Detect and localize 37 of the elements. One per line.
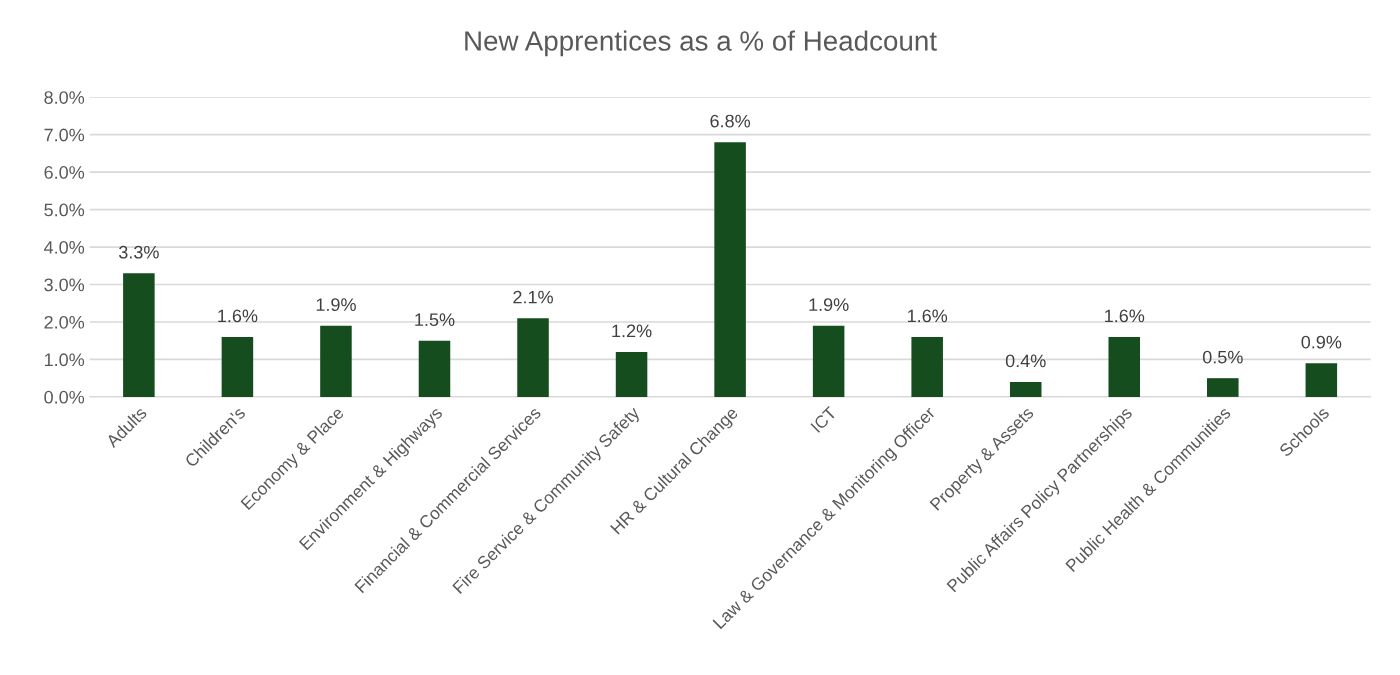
y-tick-label: 2.0% xyxy=(44,315,85,329)
y-tick-label: 5.0% xyxy=(44,203,85,217)
data-label: 1.9% xyxy=(316,298,356,312)
y-tick-label: 3.0% xyxy=(44,278,85,292)
data-label: 1.2% xyxy=(612,324,652,338)
bar xyxy=(714,142,746,397)
bar xyxy=(418,340,451,397)
data-label: 0.9% xyxy=(1301,335,1342,349)
bar xyxy=(221,336,254,397)
bar xyxy=(123,273,155,397)
data-label: 1.6% xyxy=(907,309,948,323)
y-tick-label: 8.0% xyxy=(44,91,85,104)
bar xyxy=(1009,381,1042,397)
y-tick-label: 0.0% xyxy=(44,390,85,404)
data-label: 2.1% xyxy=(513,290,553,304)
data-label: 6.8% xyxy=(710,114,751,128)
bar xyxy=(1207,378,1239,397)
bar xyxy=(615,351,648,397)
bar xyxy=(812,325,845,397)
bar xyxy=(1305,363,1338,397)
bar xyxy=(1108,336,1141,397)
data-label: 1.6% xyxy=(218,309,258,323)
data-label: 3.3% xyxy=(118,245,159,259)
x-tick-label: ICT xyxy=(810,405,838,433)
y-tick-label: 6.0% xyxy=(44,166,85,179)
chart-title: New Apprentices as a % of Headcount xyxy=(465,30,937,57)
data-label: 1.6% xyxy=(1105,309,1145,323)
data-label: 1.5% xyxy=(415,313,455,327)
y-tick-label: 1.0% xyxy=(44,353,85,367)
bar xyxy=(517,318,549,397)
bar xyxy=(911,336,943,397)
y-tick-label: 7.0% xyxy=(44,128,85,142)
data-label: 1.9% xyxy=(809,298,849,312)
data-label: 0.4% xyxy=(1005,354,1046,368)
y-tick-label: 4.0% xyxy=(44,240,85,254)
data-label: 0.5% xyxy=(1202,350,1243,364)
bar xyxy=(320,325,352,397)
